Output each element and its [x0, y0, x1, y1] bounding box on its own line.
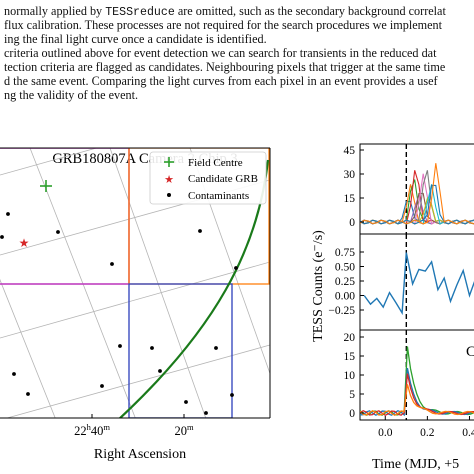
top-light-curve-12 — [360, 163, 474, 225]
right-ylabel: TESS Counts (e⁻/s) — [311, 230, 326, 342]
text-line-1-b: are omitted, such as the secondary backg… — [174, 4, 446, 18]
xtick-label-1: 22h40m — [74, 422, 110, 438]
grid-line-6 — [29, 148, 136, 418]
text-line-5: tection criteria are flagged as candidat… — [4, 60, 446, 74]
field-centre-marker — [40, 180, 52, 192]
bottom-subplot-corner-label: C — [466, 344, 474, 360]
top-ytick-label-15: 15 — [344, 193, 356, 205]
text-line-2: flux calibration. These processes are no… — [4, 18, 443, 32]
legend-field-centre-label: Field Centre — [188, 157, 243, 169]
text-line-1: normally applied by TESSreduce are omitt… — [4, 4, 446, 20]
contaminant-dot-8 — [150, 346, 154, 350]
contaminant-dot-5 — [198, 229, 202, 233]
bot-ytick-label-0: 0 — [349, 408, 355, 420]
bottom-light-curve-2 — [360, 367, 474, 417]
top-ytick-label-0: 0 — [349, 217, 355, 229]
top-ytick-label-30: 30 — [344, 169, 356, 181]
contaminant-dot-2 — [0, 235, 4, 239]
right-ticks: 45 30 15 0 0.75 0.50 0.25 0.00 −0.25 20 15 10 5 0 0.0 0… — [328, 145, 474, 439]
mid-ytick-label-0: 0.75 — [335, 247, 355, 259]
contaminant-dot-11 — [12, 372, 16, 376]
top-ytick-label-45: 45 — [344, 145, 356, 157]
left-panel: GRB180807A Camera 2 Chip 3 ★ — [0, 147, 271, 462]
blue-region-box — [128, 283, 233, 418]
xtick-label-2: 0.4 — [462, 427, 474, 439]
mid-ytick-label-3: 0.00 — [335, 291, 355, 303]
contaminant-dot-13 — [100, 384, 104, 388]
legend-box — [149, 151, 267, 205]
right-xlabel: Time (MJD, +5 — [372, 457, 459, 472]
text-line-6: d the same event. Comparing the light cu… — [4, 74, 438, 88]
contaminant-dot-3 — [56, 230, 60, 234]
legend-contaminant-dot-icon — [167, 193, 171, 197]
candidate-grb-star-icon: ★ — [19, 236, 30, 250]
xtick-label-1: 0.2 — [420, 427, 435, 439]
contaminant-dot-6 — [234, 266, 238, 270]
text-line-3: ing the final light curve once a candida… — [4, 32, 267, 46]
text-line-7: ng the validity of the event. — [4, 88, 139, 102]
right-panel: TESS Counts (e⁻/s) 45301500.750.500.250.… — [311, 143, 474, 472]
legend: Field Centre ★ Candidate GRB Contaminant… — [149, 151, 267, 205]
contaminant-dot-7 — [118, 344, 122, 348]
xtick-label-0: 0.0 — [378, 427, 393, 439]
grid-line-1 — [0, 148, 98, 176]
contaminant-dot-16 — [230, 393, 234, 397]
contaminants — [0, 212, 238, 415]
mid-ytick-label-1: 0.50 — [335, 262, 355, 274]
middle-subplot-lines — [363, 234, 474, 330]
bot-ytick-label-20: 20 — [344, 332, 356, 344]
top-light-curve-11 — [360, 184, 474, 225]
contaminant-dot-4 — [110, 262, 114, 266]
bottom-light-curve-4 — [360, 384, 474, 417]
contaminant-dot-14 — [184, 400, 188, 404]
left-xlabel: Right Ascension — [94, 447, 186, 462]
grid-line-4 — [5, 344, 270, 418]
text-line-1-a: normally applied by — [4, 4, 106, 18]
contaminant-dot-1 — [6, 212, 10, 216]
bot-ytick-label-5: 5 — [349, 389, 355, 401]
bot-ytick-label-10: 10 — [344, 370, 356, 382]
code-tessreduce: TESSreduce — [105, 6, 175, 19]
middle-subplot-frame — [359, 233, 474, 331]
mid-ytick-label-4: −0.25 — [328, 305, 355, 317]
legend-candidate-grb-label: Candidate GRB — [188, 173, 258, 185]
bottom-subplot-lines — [360, 330, 474, 420]
legend-field-centre-icon — [164, 157, 174, 167]
grid-line-5 — [0, 278, 56, 418]
xtick-label-2: 20m — [174, 422, 194, 438]
top-subplot-lines — [360, 144, 474, 234]
contaminant-dot-12 — [26, 392, 30, 396]
bot-ytick-label-15: 15 — [344, 351, 356, 363]
legend-contaminants-label: Contaminants — [188, 190, 249, 202]
contaminant-dot-10 — [214, 346, 218, 350]
grid-line-3 — [0, 261, 270, 339]
middle-light-curve — [363, 252, 474, 316]
grid-line-7 — [109, 148, 207, 418]
legend-candidate-star-icon: ★ — [164, 174, 174, 186]
text-line-4: criteria outlined above for event detect… — [4, 46, 437, 60]
contaminant-dot-15 — [204, 411, 208, 415]
purple-region-box — [0, 148, 130, 285]
mid-ytick-label-2: 0.25 — [335, 276, 355, 288]
contaminant-dot-9 — [158, 369, 162, 373]
